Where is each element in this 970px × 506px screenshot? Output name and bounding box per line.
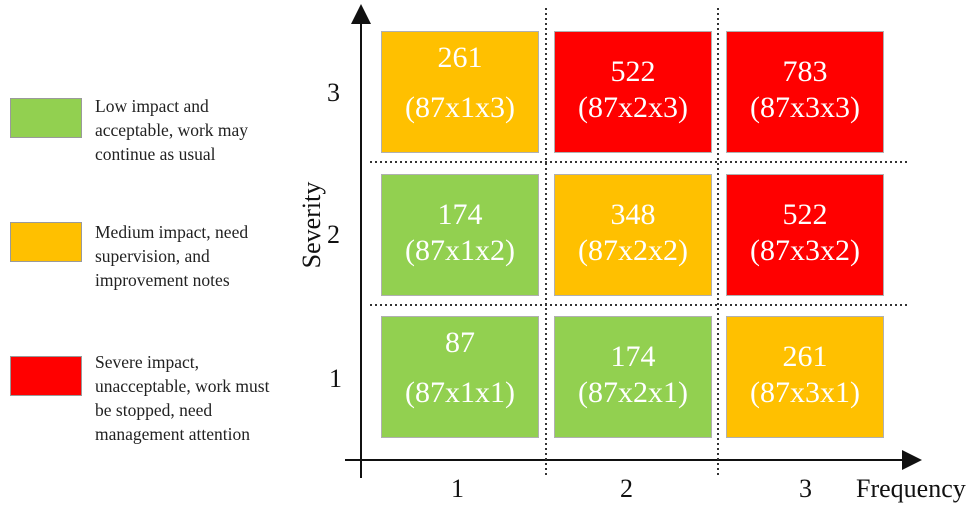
x-tick-1: 1: [451, 474, 464, 503]
cell-value: 174: [437, 198, 483, 231]
cell-s3-f3: 783 (87x3x3): [726, 31, 884, 153]
cell-s1-f2: 174 (87x2x1): [554, 316, 712, 438]
y-tick-3: 3: [327, 78, 340, 107]
cell-s2-f3: 522 (87x3x2): [726, 174, 884, 296]
y-axis-title: Severity: [297, 181, 326, 269]
cell-value: 87: [445, 326, 475, 359]
x-axis-title: Frequency: [856, 474, 966, 503]
cell-value: 348: [610, 198, 656, 231]
legend-text-severe: Severe impact, unacceptable, work must b…: [95, 352, 270, 444]
cell-formula: (87x1x3): [405, 91, 515, 124]
cell-value: 522: [782, 198, 828, 231]
legend-swatch-low: [10, 98, 82, 138]
y-tick-2: 2: [327, 220, 340, 249]
cell-s1-f3: 261 (87x3x1): [726, 316, 884, 438]
legend-text-low: Low impact and acceptable, work may cont…: [95, 96, 249, 164]
cell-value: 261: [782, 340, 828, 373]
x-tick-3: 3: [799, 474, 812, 503]
cell-s2-f2: 348 (87x2x2): [554, 174, 712, 296]
cell-formula: (87x2x1): [578, 376, 688, 409]
cell-value: 783: [782, 55, 828, 88]
cell-s3-f2: 522 (87x2x3): [554, 31, 712, 153]
cell-s3-f1: 261 (87x1x3): [381, 31, 539, 153]
cell-formula: (87x2x2): [578, 234, 688, 267]
cell-value: 261: [437, 41, 483, 74]
cell-s1-f1: 87 (87x1x1): [381, 316, 539, 438]
cell-formula: (87x2x3): [578, 91, 688, 124]
legend-swatch-medium: [10, 222, 82, 262]
cell-formula: (87x1x1): [405, 376, 515, 409]
cell-value: 522: [610, 55, 656, 88]
cell-formula: (87x3x3): [750, 91, 860, 124]
cell-formula: (87x1x2): [405, 234, 515, 267]
cell-formula: (87x3x2): [750, 234, 860, 267]
cell-value: 174: [610, 340, 656, 373]
y-tick-1: 1: [329, 364, 342, 393]
cell-s2-f1: 174 (87x1x2): [381, 174, 539, 296]
legend-swatch-severe: [10, 356, 82, 396]
x-tick-2: 2: [620, 474, 633, 503]
cell-formula: (87x3x1): [750, 376, 860, 409]
legend-text-medium: Medium impact, need supervision, and imp…: [95, 222, 249, 290]
